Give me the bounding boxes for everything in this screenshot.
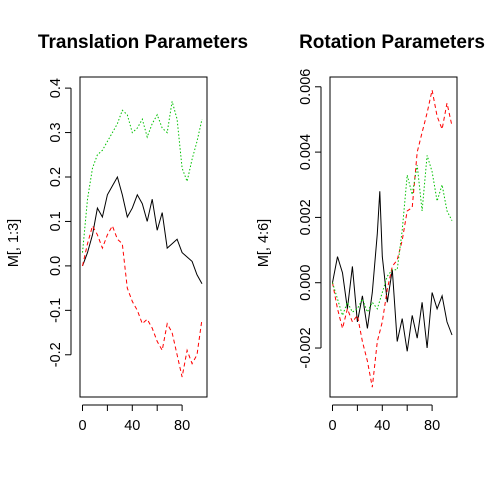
rotation-series-2-line [332,89,453,388]
translation-y-tick-label: -0.1 [48,298,64,323]
translation-panel: Translation Parameters M[, 1:3] 0 40 80 -0… [6,32,248,434]
rotation-y-tick-label: 0.004 [298,134,314,170]
translation-y-axis: -0.2 -0.1 0.0 0.1 0.2 0.3 0.4 [48,78,72,367]
rotation-plot-frame [329,76,458,398]
translation-x-axis: 0 40 80 [78,404,190,434]
rotation-title: Rotation Parameters [299,32,485,53]
rotation-x-tick-label: 80 [424,418,440,434]
translation-title: Translation Parameters [38,32,248,53]
translation-series-2-line [82,224,203,378]
translation-y-tick-label: -0.2 [48,342,64,367]
rotation-x-tick-label: 0 [328,418,336,434]
rotation-y-tick-label: 0.006 [298,69,314,105]
rotation-x-tick-label: 40 [374,418,390,434]
translation-y-axis-label: M[, 1:3] [6,219,22,267]
rotation-series-1-line [332,191,453,352]
rotation-series-3-line [332,155,453,317]
rotation-y-axis-label: M[, 4:6] [256,219,272,267]
translation-series-3-line [82,101,203,253]
translation-x-tick-label: 40 [124,418,140,434]
rotation-x-axis: 0 40 80 [328,404,440,434]
rotation-y-axis: -0.002 0.000 0.002 0.004 0.006 [298,69,322,369]
translation-plot-frame [79,76,208,398]
rotation-panel: Rotation Parameters M[, 4:6] 0 40 80 -0.00… [256,32,485,434]
rotation-y-tick-label: 0.000 [298,265,314,301]
translation-x-tick-label: 80 [174,418,190,434]
rotation-series-layer [332,89,453,388]
translation-y-tick-label: 0.0 [48,256,64,276]
translation-series-1-line [82,175,203,284]
translation-y-tick-label: 0.4 [48,78,64,98]
translation-x-tick-label: 0 [78,418,86,434]
translation-series-layer [82,101,203,378]
rotation-y-tick-label: 0.002 [298,199,314,235]
rotation-y-tick-label: -0.002 [298,327,314,368]
translation-y-tick-label: 0.3 [48,122,64,142]
translation-y-tick-label: 0.1 [48,211,64,231]
translation-y-tick-label: 0.2 [48,167,64,187]
